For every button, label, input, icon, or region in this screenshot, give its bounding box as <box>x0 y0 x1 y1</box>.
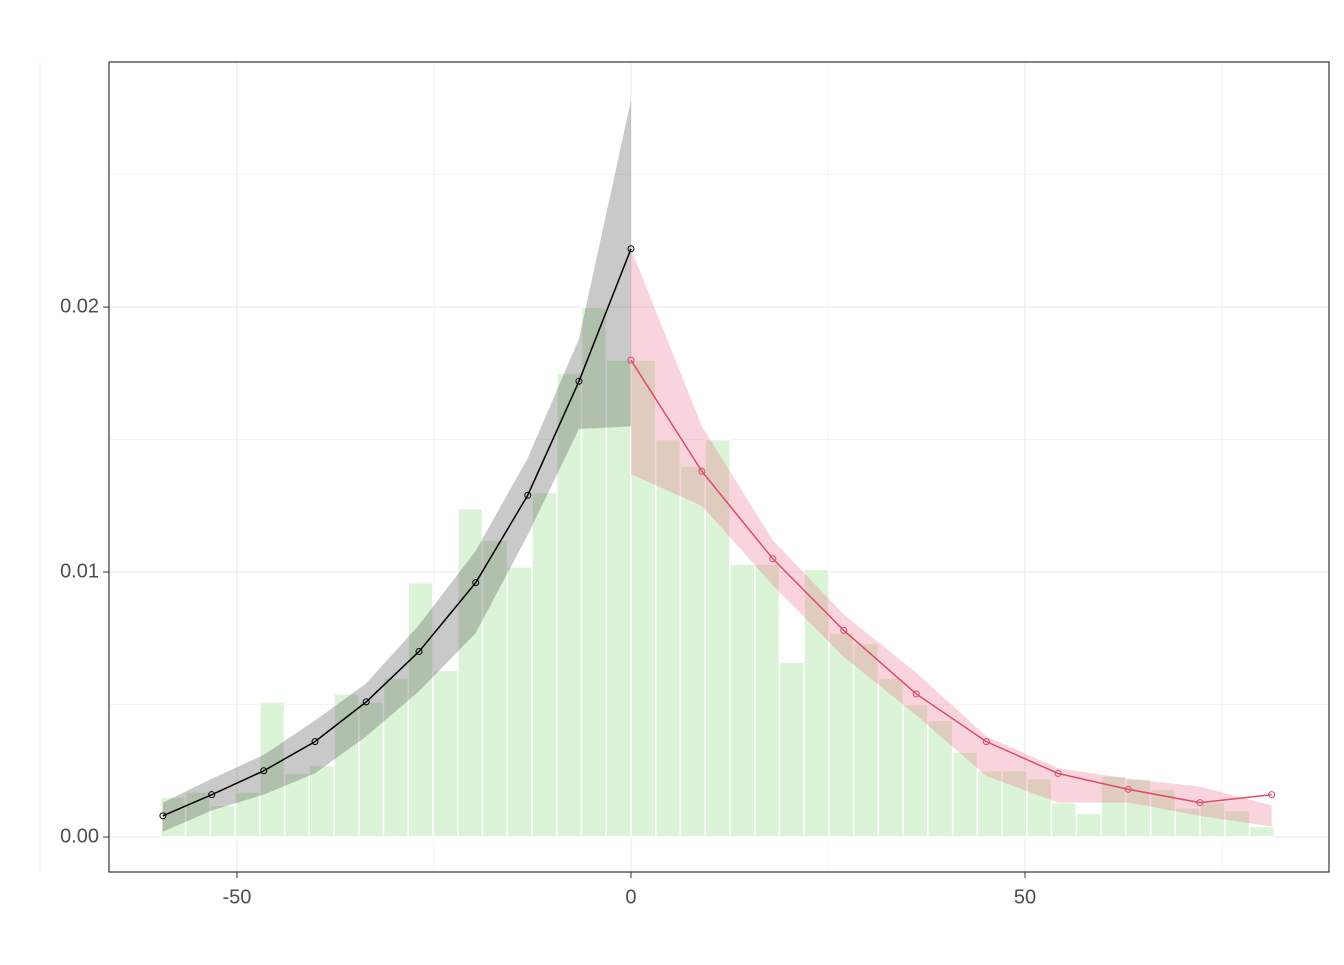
bar <box>259 701 286 838</box>
confidence-band <box>630 248 1272 827</box>
point <box>415 648 423 656</box>
bar <box>358 701 385 838</box>
bar <box>1224 809 1251 838</box>
point <box>840 626 848 634</box>
bar <box>555 372 583 838</box>
point <box>362 698 370 706</box>
bar <box>506 566 533 838</box>
bar <box>382 677 410 838</box>
bar <box>951 751 979 838</box>
bar <box>877 677 904 838</box>
point <box>1124 785 1132 793</box>
point <box>208 791 216 799</box>
bar <box>1125 777 1152 838</box>
bar <box>1075 812 1102 838</box>
y-tick-label: 0.01 <box>60 560 99 582</box>
point <box>769 555 777 563</box>
point <box>575 377 583 385</box>
bar <box>605 359 632 838</box>
bar <box>1248 825 1276 838</box>
point <box>1196 799 1204 807</box>
line <box>630 359 1272 804</box>
bar <box>828 632 855 838</box>
bar <box>630 359 657 838</box>
bar <box>308 764 335 838</box>
y-tick-label: 0.00 <box>60 825 99 847</box>
bar <box>976 770 1003 838</box>
point <box>472 579 480 587</box>
point <box>627 356 635 364</box>
x-tick-label: 50 <box>1014 886 1036 908</box>
point <box>698 467 706 475</box>
bar <box>531 491 558 838</box>
panel-border <box>108 61 1330 873</box>
bar <box>209 804 236 838</box>
line <box>162 248 632 817</box>
point <box>627 245 635 253</box>
x-tick-label: 0 <box>625 886 636 908</box>
bar <box>160 796 187 838</box>
point <box>260 767 268 775</box>
confidence-band <box>162 100 631 832</box>
x-tick-label: -50 <box>223 886 252 908</box>
point <box>159 812 167 820</box>
bar <box>1001 770 1028 838</box>
bar <box>704 438 731 838</box>
bar <box>679 465 706 838</box>
bar <box>902 703 929 838</box>
bar <box>457 507 484 838</box>
point <box>524 491 532 499</box>
bar <box>753 563 781 838</box>
point <box>982 738 990 746</box>
point <box>311 738 319 746</box>
point <box>1268 791 1276 799</box>
bar <box>580 306 607 838</box>
point <box>1054 769 1062 777</box>
bar <box>654 438 682 838</box>
bar <box>729 563 756 838</box>
bar <box>432 669 459 838</box>
bar <box>234 791 261 838</box>
y-tick-label: 0.02 <box>60 295 99 317</box>
point <box>912 690 920 698</box>
bar <box>1050 801 1078 838</box>
bar <box>184 791 212 838</box>
bar <box>778 661 805 838</box>
